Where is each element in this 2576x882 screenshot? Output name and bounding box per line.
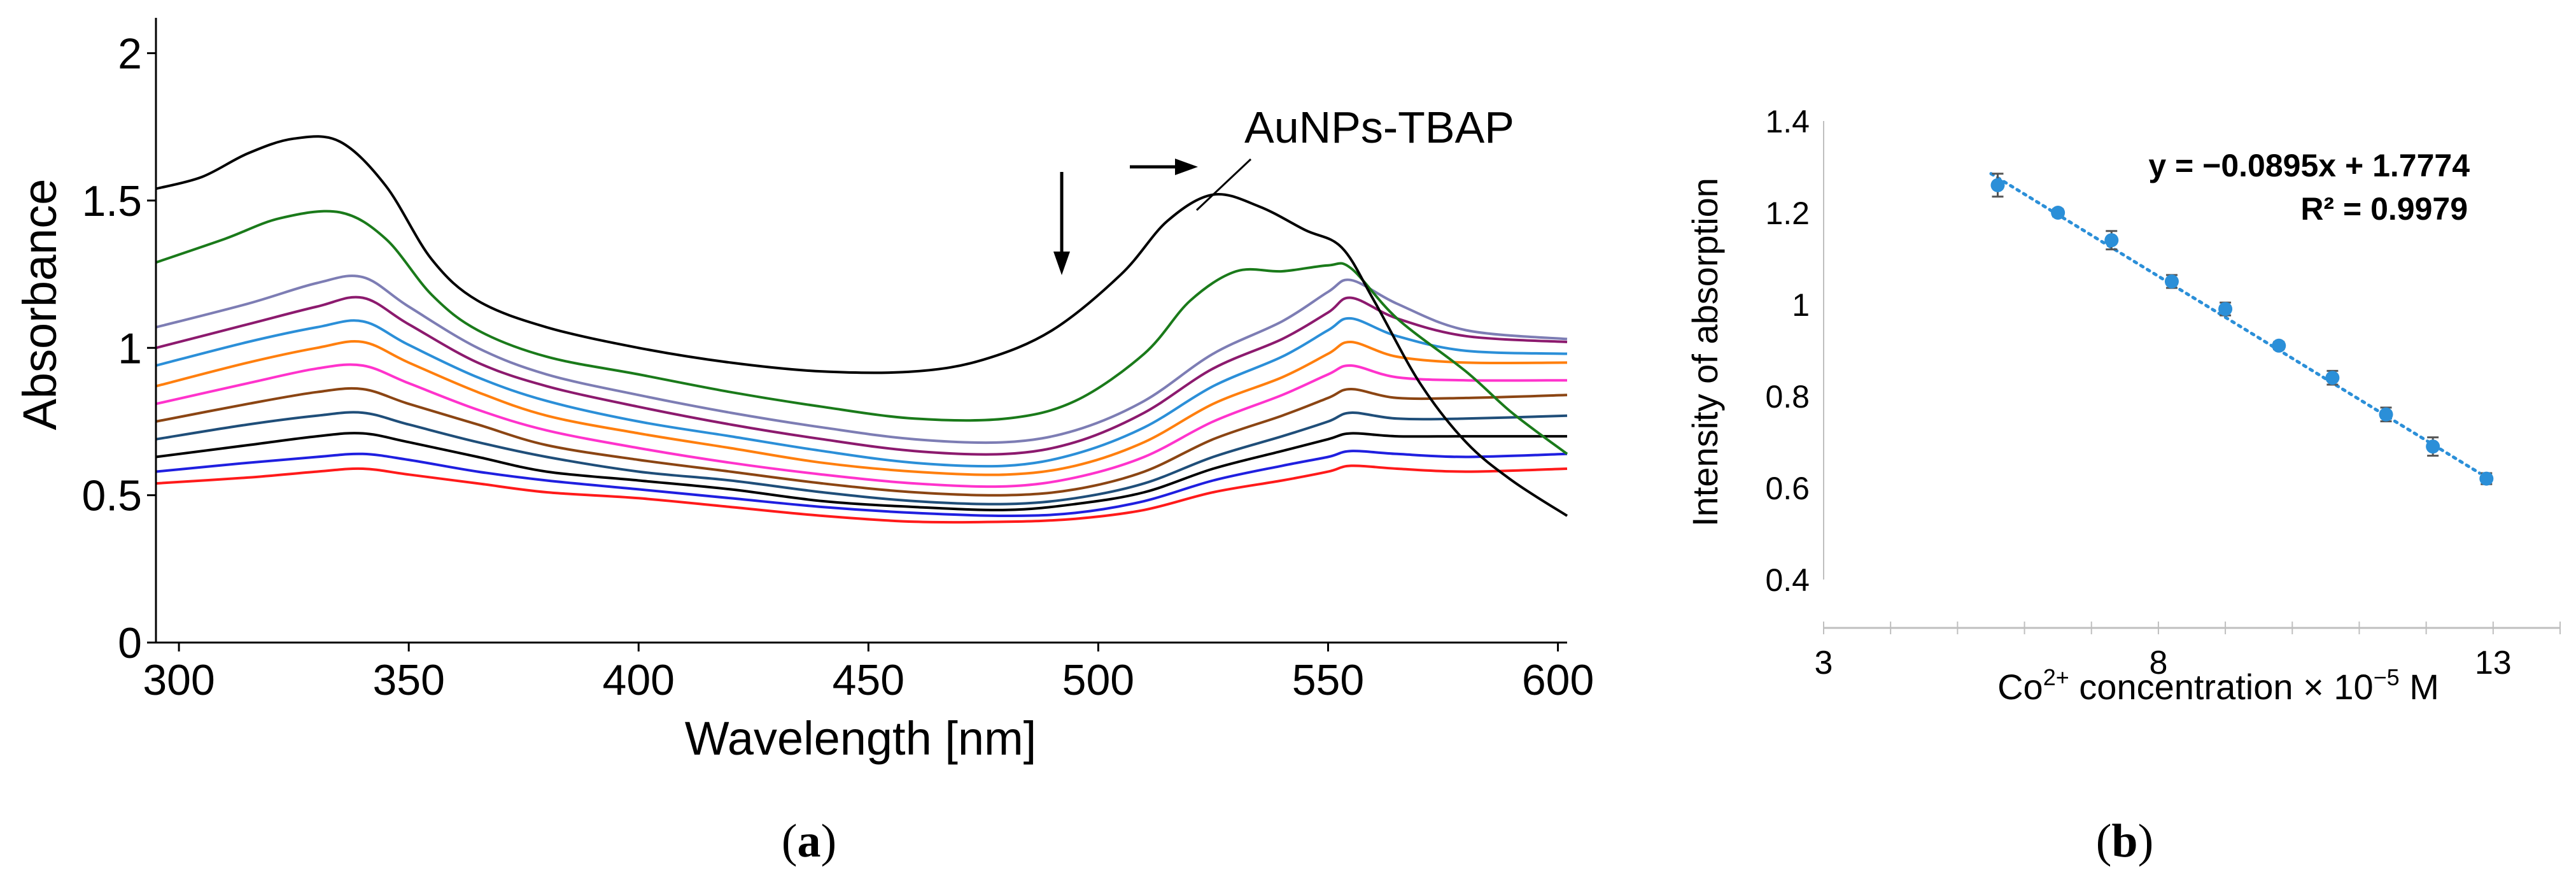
- a-x-tick-label: 300: [143, 656, 215, 704]
- data-point: [2379, 406, 2393, 423]
- data-point: [2426, 436, 2440, 457]
- a-x-tick-label: 450: [833, 656, 904, 704]
- data-marker: [2272, 338, 2286, 353]
- data-marker: [2218, 302, 2233, 317]
- spectrum-line-s2: [155, 274, 1568, 445]
- a-y-ticks: 0 0.5 1 1.5 2: [81, 30, 156, 667]
- data-point: [2479, 471, 2494, 486]
- data-point: [2218, 301, 2233, 317]
- b-y-tick-label: 0.8: [1765, 379, 1810, 415]
- a-y-axis-title: Absorbance: [13, 179, 66, 430]
- right-arrow: [1130, 159, 1198, 175]
- data-marker: [1990, 178, 2005, 192]
- data-point: [2051, 206, 2066, 220]
- aunps-tbap-label: AuNPs-TBAP: [1244, 103, 1514, 152]
- a-x-tick-label: 500: [1062, 656, 1134, 704]
- b-y-ticks: 0.4 0.6 0.8 1 1.2 1.4: [1765, 104, 1810, 598]
- spectra-series-group: [155, 135, 1568, 524]
- b-x-axis-title: Co2+ concentration × 10−5 M: [1997, 664, 2439, 707]
- data-points-group: [1990, 173, 2494, 486]
- b-x-tick-label: 8: [2149, 644, 2167, 681]
- b-x-tick-label: 3: [1815, 644, 1833, 681]
- spectrum-line-s8: [155, 411, 1568, 506]
- data-marker: [2051, 206, 2066, 220]
- data-point: [2104, 230, 2119, 251]
- a-y-tick-label: 2: [118, 30, 142, 78]
- spectrum-line-s1: [155, 210, 1568, 455]
- data-point: [2272, 338, 2286, 353]
- a-x-axis-title: Wavelength [nm]: [685, 712, 1037, 765]
- spectrum-line-aunps-tbap: [155, 135, 1568, 517]
- spectrum-line-s10: [155, 450, 1568, 518]
- data-point: [1990, 173, 2005, 198]
- b-y-tick-label: 1.4: [1765, 104, 1810, 139]
- data-marker: [2104, 233, 2119, 248]
- b-y-tick-label: 1.2: [1765, 196, 1810, 231]
- data-marker: [2379, 407, 2393, 422]
- a-y-tick-label: 1.5: [81, 177, 142, 225]
- data-marker: [2426, 439, 2440, 454]
- spectrum-line-s6: [155, 363, 1568, 488]
- b-x-ticks: 3 8 13: [1815, 644, 2512, 681]
- a-x-ticks: 300 350 400 450 500 550 600: [143, 643, 1594, 704]
- b-x-tick-label: 13: [2475, 644, 2512, 681]
- a-x-tick-label: 350: [372, 656, 444, 704]
- absorbance-spectra-chart: 0 0.5 1 1.5 2 300 350 400 450 500 550 600 AuNPs-TB…: [13, 18, 1594, 867]
- spectrum-line-s7: [155, 387, 1568, 497]
- a-x-tick-label: 400: [603, 656, 675, 704]
- r-squared: R² = 0.9979: [2300, 191, 2468, 227]
- a-y-tick-label: 1: [118, 324, 142, 373]
- panel-a-label: (a): [782, 815, 836, 867]
- spectrum-line-s3: [155, 295, 1568, 456]
- data-point: [2325, 369, 2340, 386]
- spectrum-line-s9: [155, 432, 1567, 511]
- data-marker: [2164, 274, 2179, 288]
- data-marker: [2325, 371, 2340, 385]
- data-point: [2164, 274, 2179, 289]
- a-x-tick-label: 600: [1522, 656, 1594, 704]
- a-y-tick-label: 0.5: [81, 472, 142, 520]
- panel-b-label: (b): [2096, 815, 2153, 867]
- b-y-tick-label: 0.4: [1765, 562, 1810, 598]
- b-y-tick-label: 0.6: [1765, 471, 1810, 506]
- aunps-tbap-leader-line: [1195, 158, 1252, 211]
- regression-equation: y = −0.0895x + 1.7774: [2148, 148, 2470, 183]
- calibration-chart: 0.4 0.6 0.8 1 1.2 1.4 3 8 13 y = −0.0895x + 1.7…: [1685, 104, 2561, 867]
- a-x-tick-label: 550: [1292, 656, 1364, 704]
- spectrum-line-s5: [155, 340, 1568, 476]
- data-marker: [2479, 471, 2494, 486]
- a-y-tick-label: 0: [118, 619, 142, 667]
- b-y-axis-title: Intensity of absorption: [1685, 178, 1725, 527]
- b-y-tick-label: 1: [1792, 287, 1810, 323]
- down-arrow: [1053, 172, 1070, 275]
- spectrum-line-s11: [155, 464, 1568, 524]
- trendline: [1989, 172, 2482, 475]
- spectrum-line-s4: [155, 317, 1568, 468]
